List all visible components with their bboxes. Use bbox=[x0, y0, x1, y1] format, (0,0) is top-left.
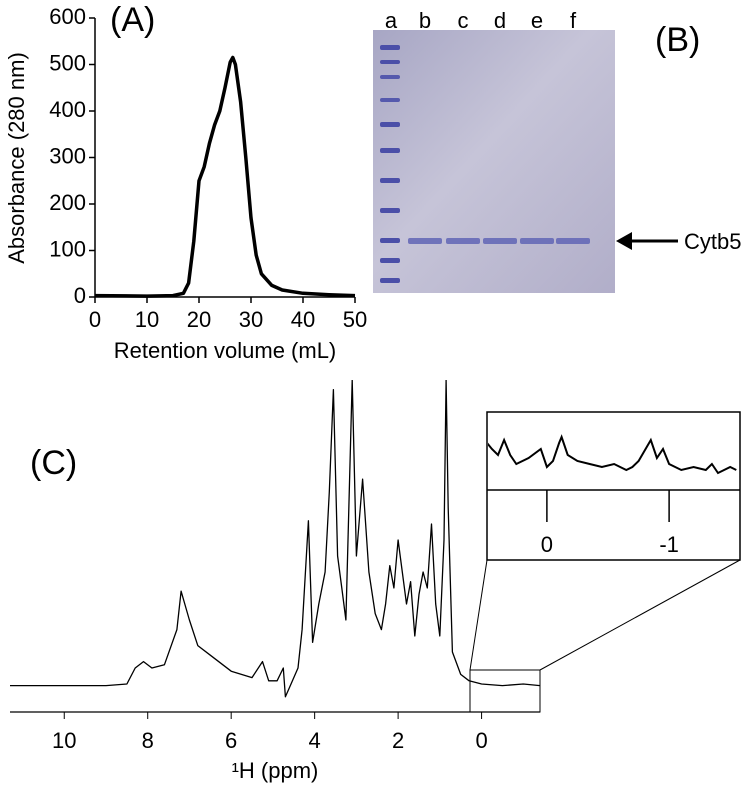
gel-band bbox=[408, 238, 442, 244]
zoom-box bbox=[469, 669, 541, 713]
lane-label: d bbox=[494, 8, 506, 33]
x-tick-label: 20 bbox=[187, 307, 211, 332]
inset-frame bbox=[486, 411, 741, 561]
y-tick-label: 600 bbox=[49, 4, 86, 29]
inset-x-tick-label: 0 bbox=[541, 532, 553, 557]
x-tick-label: 30 bbox=[239, 307, 263, 332]
lane-label: f bbox=[570, 8, 577, 33]
gel-band bbox=[446, 238, 480, 244]
x-axis-label: Retention volume (mL) bbox=[114, 338, 337, 363]
y-tick-label: 500 bbox=[49, 50, 86, 75]
y-tick-label: 200 bbox=[49, 190, 86, 215]
y-tick-label: 0 bbox=[74, 283, 86, 308]
x-tick-label: 40 bbox=[291, 307, 315, 332]
x-tick-label: 0 bbox=[475, 728, 487, 753]
x-axis-label: ¹H (ppm) bbox=[232, 758, 319, 783]
panel-label: (B) bbox=[655, 21, 700, 59]
x-tick-label: 10 bbox=[52, 728, 76, 753]
inset-line bbox=[488, 434, 737, 475]
lane-label: e bbox=[531, 8, 543, 33]
x-tick-label: 8 bbox=[142, 728, 154, 753]
data-line bbox=[10, 380, 540, 698]
x-tick-label: 0 bbox=[89, 307, 101, 332]
y-tick-label: 300 bbox=[49, 143, 86, 168]
inset-x-tick-label: -1 bbox=[659, 532, 679, 557]
gel-band bbox=[520, 238, 554, 244]
gel-band bbox=[483, 238, 517, 244]
panel-label: (A) bbox=[110, 1, 155, 39]
x-tick-label: 6 bbox=[225, 728, 237, 753]
lane-label: b bbox=[419, 8, 431, 33]
lane-label: a bbox=[385, 8, 398, 33]
gel-band bbox=[556, 238, 590, 244]
lane-label: c bbox=[458, 8, 469, 33]
x-tick-label: 2 bbox=[392, 728, 404, 753]
y-tick-label: 400 bbox=[49, 97, 86, 122]
x-tick-label: 10 bbox=[135, 307, 159, 332]
y-axis-label: Absorbance (280 nm) bbox=[4, 52, 29, 264]
ladder bbox=[380, 45, 400, 283]
x-tick-label: 4 bbox=[309, 728, 321, 753]
gel-image bbox=[373, 30, 615, 293]
x-tick-label: 50 bbox=[343, 307, 367, 332]
zoom-line bbox=[539, 559, 741, 671]
y-tick-label: 100 bbox=[49, 236, 86, 261]
arrow-head bbox=[616, 232, 632, 250]
data-line bbox=[94, 55, 356, 298]
panel-label: (C) bbox=[30, 444, 77, 482]
annotation: Cytb5 bbox=[684, 229, 741, 254]
zoom-line bbox=[469, 559, 488, 671]
